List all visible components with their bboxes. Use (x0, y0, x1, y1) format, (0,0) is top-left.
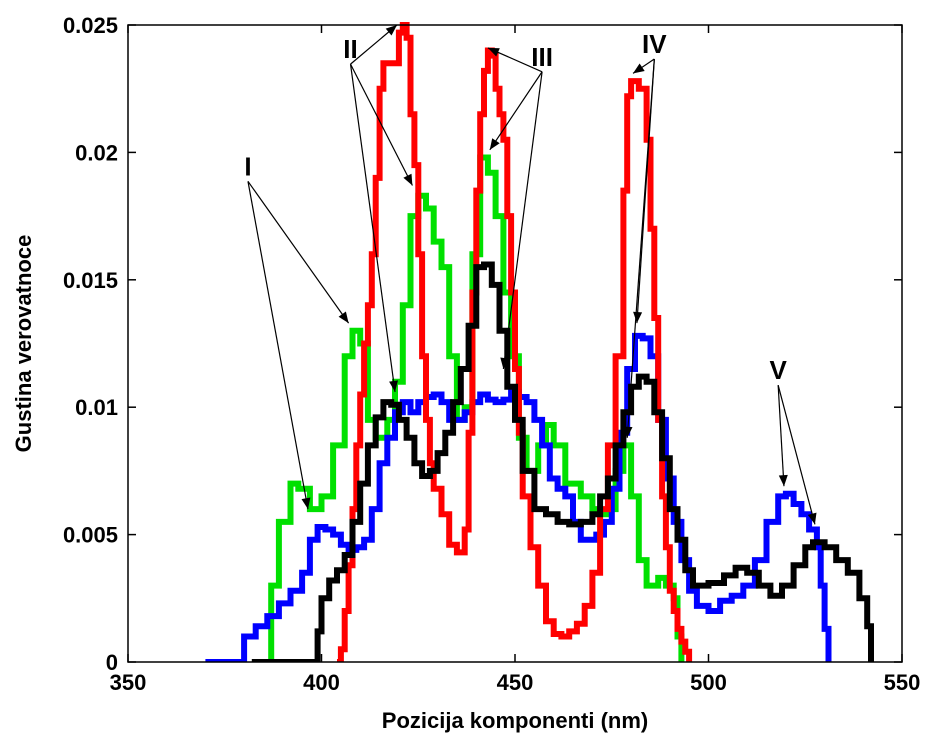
series-line-2 (337, 22, 693, 662)
annotation-label: I (244, 151, 251, 181)
annotation-arrow (247, 181, 311, 510)
series-line-1 (205, 332, 832, 662)
annotation-arrow (349, 64, 398, 392)
tick-layer: 350 400 450 500 550 0 0.005 0.01 0.015 0.02 0.025 (63, 13, 920, 695)
series-layer (205, 22, 874, 662)
annotation-layer: III III IVV (244, 24, 817, 525)
y-tick-label: 0.02 (75, 140, 118, 165)
x-tick-label: 550 (884, 670, 921, 695)
annotation-label: V (769, 355, 787, 385)
series-line-0 (267, 154, 685, 662)
y-tick-label: 0 (106, 650, 118, 675)
annotation-arrow (247, 180, 350, 324)
annotation-arrow (350, 24, 398, 65)
y-axis-label: Gustina verovatnoce (11, 235, 36, 453)
annotation-label: II (343, 34, 357, 64)
annotation-arrow (623, 58, 655, 438)
annotation-label: IV (642, 29, 667, 59)
y-tick-label: 0.015 (63, 268, 118, 293)
y-tick-label: 0.01 (75, 395, 118, 420)
x-tick-label: 450 (497, 670, 534, 695)
annotation-arrow (487, 47, 543, 73)
annotation-arrow (632, 58, 655, 74)
annotation-label: III (531, 42, 553, 72)
x-tick-label: 350 (110, 670, 147, 695)
annotation-arrow (777, 385, 817, 525)
annotation-arrow (777, 385, 788, 487)
x-tick-label: 500 (690, 670, 727, 695)
y-tick-label: 0.005 (63, 523, 118, 548)
x-axis-label: Pozicija komponenti (nm) (382, 708, 648, 733)
y-tick-label: 0.025 (63, 13, 118, 38)
annotation-arrow (489, 71, 543, 151)
x-tick-label: 400 (303, 670, 340, 695)
annotation-arrow (349, 63, 413, 186)
series-line-3 (251, 261, 874, 662)
annotation-arrow (500, 71, 543, 370)
